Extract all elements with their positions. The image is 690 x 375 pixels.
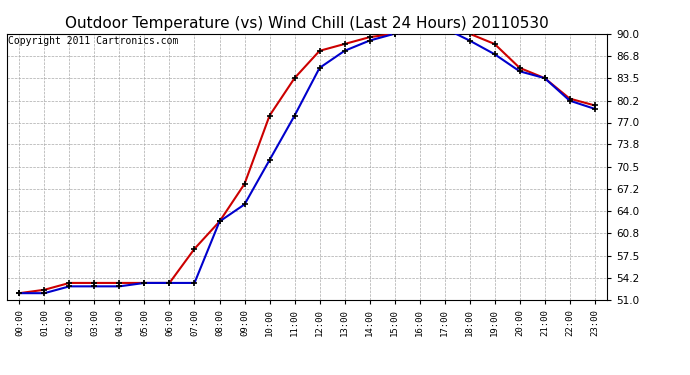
Text: Copyright 2011 Cartronics.com: Copyright 2011 Cartronics.com — [8, 36, 179, 46]
Title: Outdoor Temperature (vs) Wind Chill (Last 24 Hours) 20110530: Outdoor Temperature (vs) Wind Chill (Las… — [65, 16, 549, 31]
